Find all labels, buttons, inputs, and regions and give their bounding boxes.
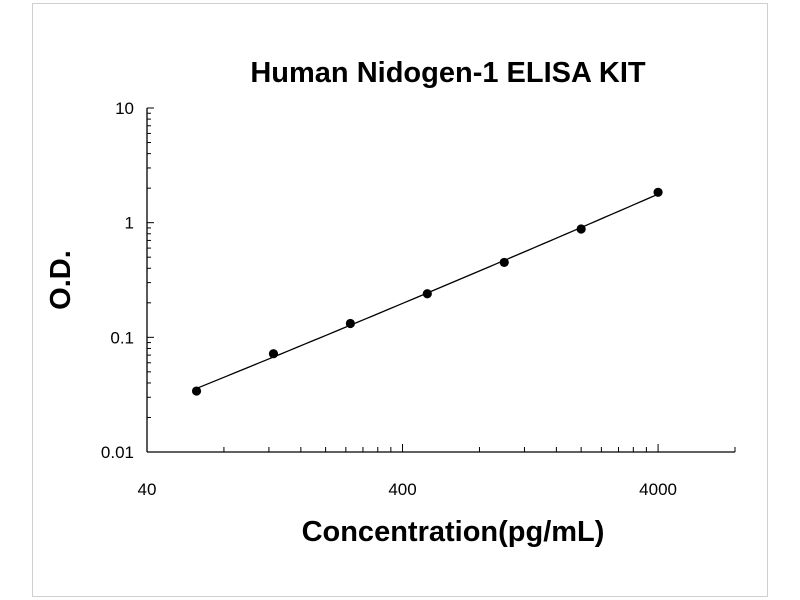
x-tick-label: 400 <box>388 480 416 499</box>
data-point <box>191 386 202 396</box>
ticks <box>146 107 736 453</box>
chart-frame <box>32 3 768 597</box>
data-point <box>345 318 355 329</box>
axes <box>146 108 735 453</box>
data-point <box>499 257 509 268</box>
chart-title: Human Nidogen-1 ELISA KIT <box>250 57 646 89</box>
data-point <box>653 187 663 197</box>
y-tick-label: 1 <box>125 214 134 233</box>
y-tick-label: 10 <box>115 99 134 118</box>
data-points <box>191 187 663 396</box>
y-axis-label: O.D. <box>45 250 77 310</box>
y-tick-label: 0.1 <box>110 328 134 347</box>
x-tick-label: 4000 <box>639 480 677 499</box>
data-point <box>422 289 432 299</box>
x-tick-label: 40 <box>138 480 157 499</box>
tick-labels: 0.01 0.1 1 10 40 400 4000 <box>101 99 677 499</box>
data-point <box>268 349 279 359</box>
data-point <box>576 224 586 234</box>
x-axis-label: Concentration(pg/mL) <box>302 516 605 548</box>
y-tick-label: 0.01 <box>101 443 134 462</box>
